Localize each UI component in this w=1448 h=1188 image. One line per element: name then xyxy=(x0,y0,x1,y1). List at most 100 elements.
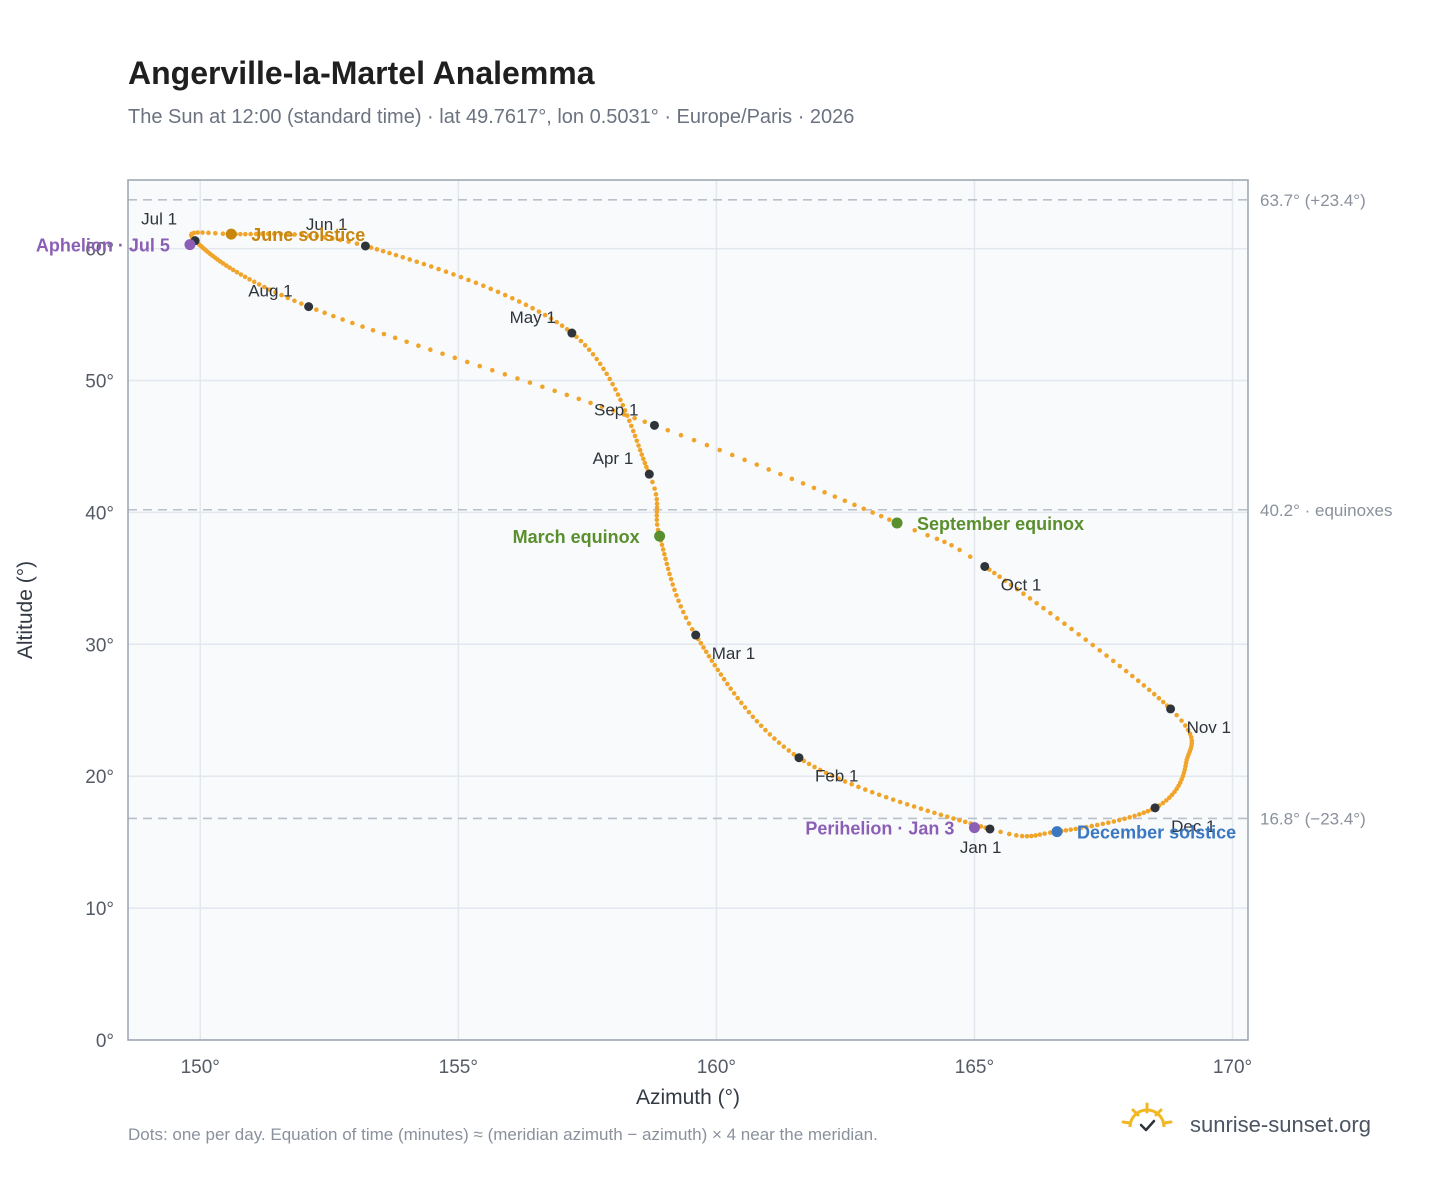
daily-sun-dot xyxy=(670,582,675,587)
daily-sun-dot xyxy=(869,789,875,795)
daily-sun-dot xyxy=(564,392,570,398)
daily-sun-dot xyxy=(654,505,660,511)
daily-sun-dot xyxy=(663,556,668,562)
event-label: March equinox xyxy=(513,527,640,547)
daily-sun-dot xyxy=(466,277,471,283)
daily-sun-dot xyxy=(607,376,613,382)
daily-sun-dot xyxy=(428,264,434,269)
daily-sun-dot xyxy=(615,392,621,397)
daily-sun-dot xyxy=(238,272,244,277)
daily-sun-dot xyxy=(672,587,677,593)
y-tick-label: 10° xyxy=(85,899,114,920)
daily-sun-dot xyxy=(338,237,343,243)
month-label: Apr 1 xyxy=(593,449,634,468)
month-marker xyxy=(1150,803,1160,813)
daily-sun-dot xyxy=(621,412,627,417)
daily-sun-dot xyxy=(750,714,756,720)
daily-sun-dot xyxy=(251,279,257,285)
daily-sun-dot xyxy=(715,667,721,673)
daily-sun-dot xyxy=(292,298,297,304)
daily-sun-dot xyxy=(330,236,335,241)
month-label: Mar 1 xyxy=(712,644,755,663)
y-tick-label: 50° xyxy=(85,371,114,392)
daily-sun-dot xyxy=(938,812,944,818)
daily-sun-dot xyxy=(957,547,962,553)
daily-sun-dot xyxy=(285,231,290,237)
month-marker xyxy=(644,469,654,479)
daily-sun-dot xyxy=(540,384,545,390)
daily-sun-dot xyxy=(1073,826,1079,832)
daily-sun-dot xyxy=(632,433,638,439)
daily-sun-dot xyxy=(1029,833,1034,839)
daily-sun-dot xyxy=(488,286,494,292)
daily-sun-dot xyxy=(1146,687,1152,693)
daily-sun-dot xyxy=(904,802,910,807)
footnote: Dots: one per day. Equation of time (min… xyxy=(128,1125,878,1144)
daily-sun-dot xyxy=(400,254,406,260)
event-marker xyxy=(654,530,666,542)
daily-sun-dot xyxy=(552,388,557,394)
daily-sun-dot xyxy=(536,309,542,314)
daily-sun-dot xyxy=(1117,663,1123,669)
daily-sun-dot xyxy=(414,259,420,265)
daily-sun-dot xyxy=(404,339,409,345)
daily-sun-dot xyxy=(436,266,441,272)
daily-sun-dot xyxy=(1122,816,1127,822)
daily-sun-dot xyxy=(515,376,520,381)
daily-sun-dot xyxy=(1179,718,1184,723)
daily-sun-dot xyxy=(331,313,336,319)
event-markers: June solstice December solstice March equi… xyxy=(36,225,1236,843)
daily-sun-dot xyxy=(689,626,695,632)
daily-sun-dot xyxy=(1174,712,1179,718)
daily-sun-dot xyxy=(876,792,882,798)
daily-sun-dot xyxy=(259,231,265,237)
daily-sun-dot xyxy=(1089,823,1095,829)
daily-sun-dot xyxy=(509,295,515,301)
daily-sun-dot xyxy=(1160,800,1166,806)
daily-sun-dot xyxy=(890,797,896,802)
daily-sun-dot xyxy=(861,506,867,512)
month-label: Jul 1 xyxy=(141,210,177,229)
daily-sun-dot xyxy=(370,327,376,333)
daily-sun-dot xyxy=(267,287,273,292)
daily-sun-dot xyxy=(766,467,772,472)
daily-sun-dot xyxy=(548,316,554,321)
daily-sun-dot xyxy=(559,323,565,329)
daily-sun-dot xyxy=(668,576,674,582)
sun-check-icon xyxy=(1121,1102,1173,1132)
daily-sun-dot xyxy=(1116,817,1122,823)
daily-sun-dot xyxy=(949,542,954,548)
daily-sun-dot xyxy=(665,427,671,433)
daily-sun-dot xyxy=(1062,621,1067,627)
reference-line-label: 63.7° (+23.4°) xyxy=(1260,191,1366,210)
daily-sun-dot xyxy=(392,335,398,341)
daily-sun-dot xyxy=(637,447,643,453)
daily-sun-dot xyxy=(650,479,655,485)
daily-sun-dot xyxy=(542,312,548,318)
daily-sun-dot xyxy=(443,269,449,275)
daily-sun-dot xyxy=(704,442,710,448)
daily-sun-dot xyxy=(601,366,606,372)
daily-sun-dot xyxy=(1069,626,1074,632)
daily-sun-dot xyxy=(639,452,645,457)
daily-sun-dot xyxy=(951,816,956,821)
daily-sun-dot xyxy=(516,299,522,304)
daily-sun-dot xyxy=(817,767,823,773)
reference-line-label: 16.8° (−23.4°) xyxy=(1260,809,1366,828)
daily-sun-dot xyxy=(224,263,229,268)
daily-sun-dot xyxy=(428,347,433,353)
month-label: Aug 1 xyxy=(248,282,292,301)
daily-sun-dot xyxy=(636,443,641,448)
daily-sun-dot xyxy=(1106,820,1111,825)
daily-sun-dot xyxy=(527,380,533,385)
daily-sun-dot xyxy=(735,695,740,701)
daily-sun-dot xyxy=(918,806,924,812)
daily-sun-dot xyxy=(742,457,747,463)
month-marker xyxy=(360,241,370,251)
daily-sun-dot xyxy=(393,252,399,258)
y-tick-label: 40° xyxy=(85,503,114,524)
daily-sun-dot xyxy=(1024,833,1030,839)
month-marker xyxy=(304,302,314,312)
month-label: Feb 1 xyxy=(815,767,858,786)
month-label: Sep 1 xyxy=(594,400,638,419)
